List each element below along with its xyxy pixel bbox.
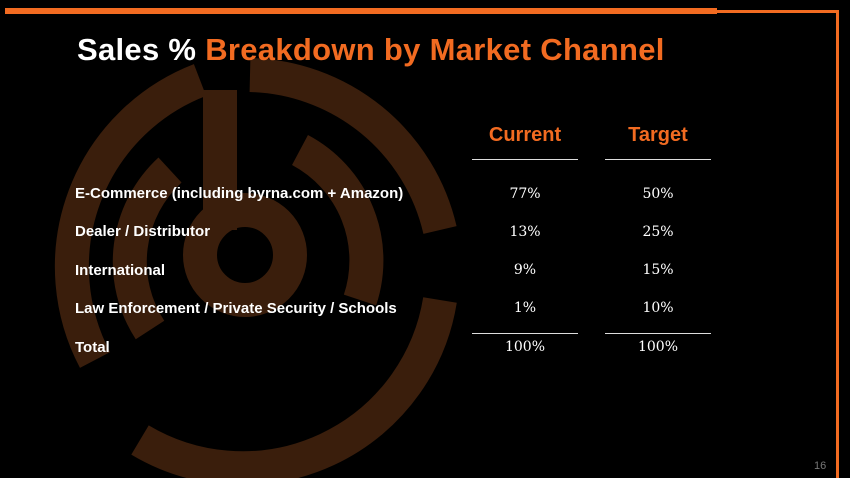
header-divider (472, 159, 578, 160)
target-value: 50% (642, 186, 674, 202)
row-label: Law Enforcement / Private Security / Sch… (75, 300, 397, 317)
target-value: 15% (642, 262, 674, 278)
top-accent-bar (5, 8, 717, 14)
total-current: 100% (504, 339, 546, 355)
column-header-current: Current (488, 124, 562, 146)
page-title: Sales % Breakdown by Market Channel (77, 32, 665, 67)
total-divider (472, 333, 578, 334)
current-value: 13% (509, 224, 541, 240)
total-target: 100% (637, 339, 679, 355)
target-value: 10% (642, 300, 674, 316)
right-accent-line (836, 10, 839, 478)
column-header-target: Target (628, 124, 688, 146)
current-value: 9% (513, 262, 537, 278)
target-value: 25% (642, 224, 674, 240)
row-label: International (75, 262, 166, 279)
row-label: Dealer / Distributor (75, 223, 211, 240)
page-number: 16 (814, 460, 827, 472)
total-label: Total (75, 339, 110, 356)
current-value: 1% (513, 300, 537, 316)
current-value: 77% (509, 186, 541, 202)
row-label: E-Commerce (including byrna.com + Amazon… (75, 185, 404, 202)
total-divider (605, 333, 711, 334)
header-divider (605, 159, 711, 160)
top-accent-line (717, 10, 839, 13)
